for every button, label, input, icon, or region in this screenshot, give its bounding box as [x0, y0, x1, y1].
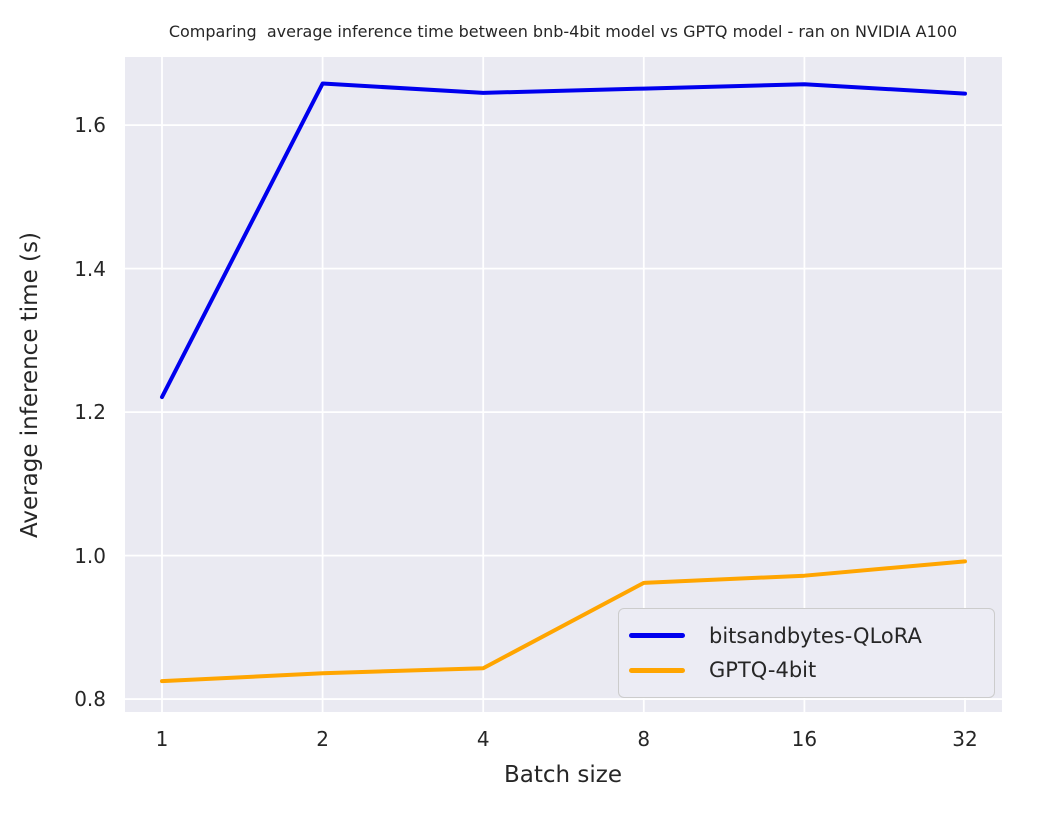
x-tick-label: 2 [316, 727, 329, 751]
legend-label: bitsandbytes-QLoRA [709, 623, 922, 648]
legend-line-icon [629, 667, 685, 673]
legend-item: bitsandbytes-QLoRA [629, 624, 980, 648]
legend-item: GPTQ-4bit [629, 658, 980, 682]
y-tick-label: 1.2 [74, 400, 106, 424]
legend-label: GPTQ-4bit [709, 658, 817, 683]
chart-plot-area [125, 57, 1002, 712]
y-tick-label: 1.6 [74, 113, 106, 137]
y-tick-label: 1.0 [74, 543, 106, 568]
y-tick-label: 0.8 [74, 687, 106, 711]
x-tick-label: 1 [155, 727, 169, 751]
x-tick-label: 16 [791, 727, 818, 751]
x-tick-label: 8 [637, 727, 651, 751]
legend: bitsandbytes-QLoRA GPTQ-4bit [618, 608, 995, 698]
x-axis-label: Batch size [503, 762, 623, 788]
x-tick-label: 32 [952, 727, 978, 751]
legend-line-icon [629, 633, 685, 639]
chart-title: Comparing average inference time between… [168, 22, 958, 41]
x-tick-label: 4 [476, 727, 490, 751]
y-tick-label: 1.4 [74, 256, 106, 281]
